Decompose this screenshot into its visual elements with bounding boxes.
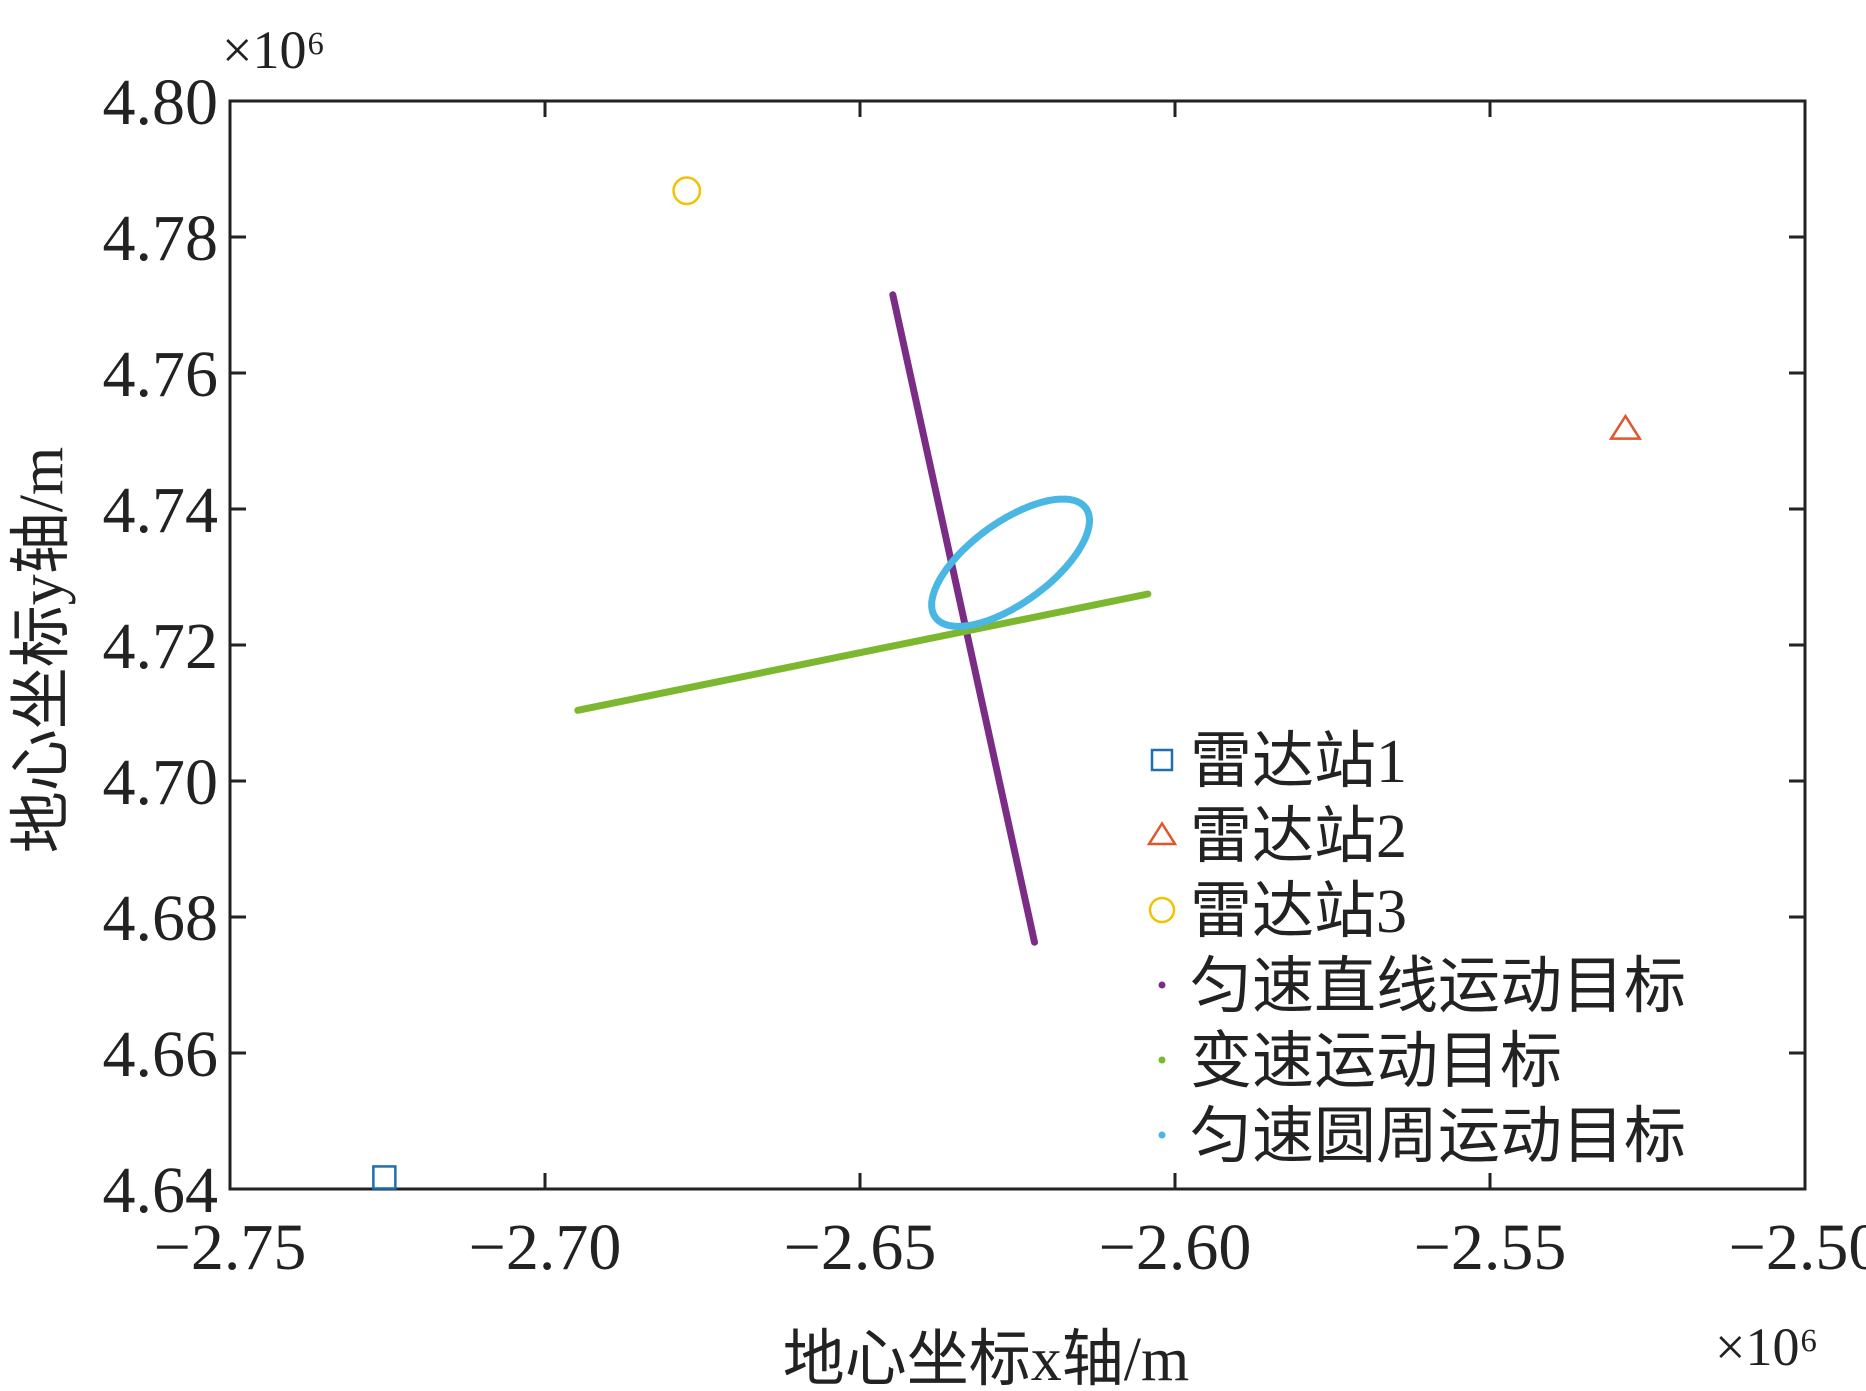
- y-tick-label: 4.66: [103, 1018, 219, 1091]
- x-tick-label: −2.50: [1729, 1211, 1866, 1284]
- x-tick-label: −2.75: [154, 1211, 307, 1284]
- legend-label: 变速运动目标: [1190, 1028, 1562, 1096]
- y-tick-label: 4.64: [103, 1154, 219, 1227]
- y-tick-label: 4.72: [103, 610, 219, 683]
- legend-marker: [1158, 1131, 1166, 1139]
- y-tick-label: 4.78: [103, 202, 219, 275]
- legend-label: 匀速圆周运动目标: [1190, 1103, 1686, 1171]
- y-tick-label: 4.76: [103, 338, 219, 411]
- legend-marker: [1150, 748, 1174, 772]
- y-multiplier: ×10⁶: [222, 20, 325, 80]
- plot-frame: [228, 99, 1807, 1191]
- marker-circle: [672, 176, 702, 206]
- legend-label: 雷达站3: [1190, 878, 1407, 946]
- trajectory-line: [889, 291, 1038, 946]
- legend-label: 匀速直线运动目标: [1190, 953, 1686, 1021]
- x-tick-label: −2.70: [469, 1211, 622, 1284]
- y-axis-label: 地心坐标y轴/m: [8, 447, 76, 853]
- marker-square: [372, 1165, 397, 1190]
- legend-marker: [1158, 1056, 1166, 1064]
- series-layer: [372, 176, 1643, 1190]
- y-tick-label: 4.74: [103, 474, 219, 547]
- legend-label: 雷达站2: [1190, 803, 1407, 871]
- y-tick-label: 4.68: [103, 882, 219, 955]
- marker-triangle: [1608, 413, 1643, 440]
- legend-marker: [1148, 896, 1176, 924]
- x-multiplier: ×10⁶: [1715, 1317, 1818, 1377]
- axes: −2.75 −2.70 −2.65 −2.60 −2.55 −2.50 4.64 4.66 4.…: [103, 66, 1866, 1284]
- x-tick-label: −2.60: [1099, 1211, 1252, 1284]
- trajectory-line: [574, 590, 1152, 714]
- y-tick-label: 4.70: [103, 746, 219, 819]
- trajectory-ellipse: [928, 495, 1093, 630]
- x-tick-label: −2.65: [784, 1211, 937, 1284]
- legend-marker: [1146, 821, 1178, 846]
- x-tick-label: −2.55: [1414, 1211, 1567, 1284]
- x-axis-label: 地心坐标x轴/m: [783, 1326, 1189, 1391]
- y-tick-label: 4.80: [103, 66, 219, 139]
- legend-label: 雷达站1: [1190, 728, 1407, 796]
- legend-marker: [1158, 981, 1166, 989]
